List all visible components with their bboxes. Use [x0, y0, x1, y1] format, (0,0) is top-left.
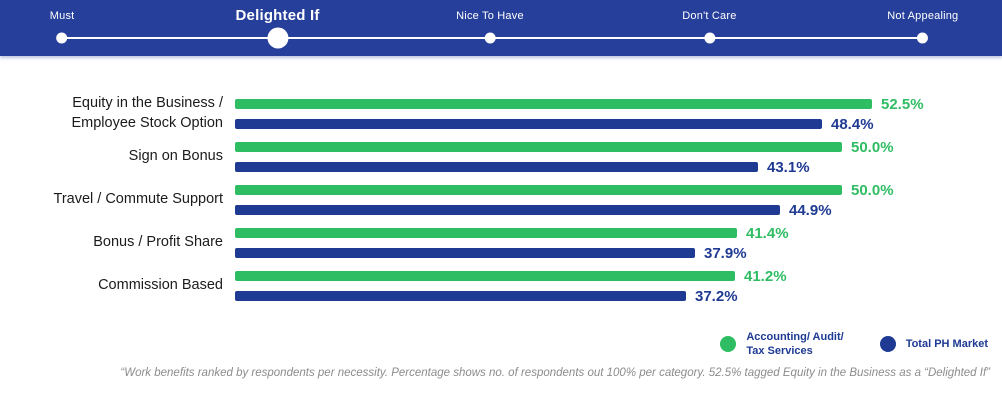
bar-total-ph — [235, 205, 780, 215]
bar-accounting — [235, 228, 737, 238]
stepper-dot — [267, 27, 289, 49]
bar-value-label: 50.0% — [851, 181, 894, 199]
chart-row: Bonus / Profit Share 41.4% 37.9% — [0, 224, 1002, 262]
stepper-dot — [56, 32, 68, 44]
bar-accounting — [235, 99, 872, 109]
legend-label: Total PH Market — [905, 338, 988, 351]
category-label-line: Travel / Commute Support — [53, 191, 224, 208]
row-bars: 52.5% 48.4% — [235, 95, 924, 133]
category-label-line: Equity in the Business / — [72, 95, 223, 112]
bar-accounting — [235, 142, 842, 152]
stepper-item-must[interactable]: Must — [50, 0, 75, 56]
stepper-dot — [917, 32, 929, 44]
bar-line: 43.1% — [235, 158, 894, 176]
category-label: Travel / Commute Support — [0, 185, 235, 215]
legend-label: Accounting/ Audit/Tax Services — [746, 331, 844, 358]
bar-line: 48.4% — [235, 115, 924, 133]
bar-line: 41.2% — [235, 267, 787, 285]
row-bars: 41.4% 37.9% — [235, 224, 789, 262]
bar-line: 41.4% — [235, 224, 789, 242]
bar-line: 37.2% — [235, 287, 787, 305]
bar-value-label: 41.2% — [744, 267, 787, 285]
row-bars: 50.0% 44.9% — [235, 181, 894, 219]
benefits-bar-chart: Equity in the Business / Employee Stock O… — [0, 56, 1002, 305]
bar-line: 37.9% — [235, 244, 789, 262]
bar-value-label: 44.9% — [789, 201, 832, 219]
bar-line: 50.0% — [235, 181, 894, 199]
stepper-item-nice-to-have[interactable]: Nice To Have — [456, 0, 524, 56]
necessity-stepper-header: Must Delighted If Nice To Have Don't Care No… — [0, 0, 1002, 56]
bar-total-ph — [235, 119, 822, 129]
bar-value-label: 41.4% — [746, 224, 789, 242]
bar-line: 52.5% — [235, 95, 924, 113]
legend-item: Total PH Market — [879, 336, 988, 353]
category-label-line: Bonus / Profit Share — [93, 234, 223, 251]
bar-line: 44.9% — [235, 201, 894, 219]
legend-swatch-icon — [879, 336, 896, 353]
bar-total-ph — [235, 248, 695, 258]
stepper-dot — [703, 32, 715, 44]
chart-row: Sign on Bonus 50.0% 43.1% — [0, 138, 1002, 176]
bar-line: 50.0% — [235, 138, 894, 156]
category-label-line: Commission Based — [98, 277, 223, 294]
footnote-text: “Work benefits ranked by respondents per… — [120, 367, 990, 379]
stepper-item-label: Nice To Have — [456, 10, 524, 22]
category-label: Bonus / Profit Share — [0, 228, 235, 258]
stepper-item-label: Not Appealing — [887, 10, 959, 22]
category-label-line: Employee Stock Option — [71, 115, 223, 131]
category-label: Commission Based — [0, 271, 235, 301]
stepper-item-delighted-if[interactable]: Delighted If — [236, 0, 320, 56]
bar-value-label: 37.9% — [704, 244, 747, 262]
chart-row: Equity in the Business / Employee Stock O… — [0, 95, 1002, 133]
chart-row: Commission Based 41.2% 37.2% — [0, 267, 1002, 305]
row-bars: 50.0% 43.1% — [235, 138, 894, 176]
legend-swatch-icon — [720, 336, 737, 353]
legend-item: Accounting/ Audit/Tax Services — [720, 330, 844, 359]
bar-accounting — [235, 271, 735, 281]
bar-value-label: 37.2% — [695, 287, 738, 305]
bar-value-label: 52.5% — [881, 95, 924, 113]
stepper-item-label: Delighted If — [235, 7, 320, 24]
bar-value-label: 43.1% — [767, 158, 810, 176]
chart-legend: Accounting/ Audit/Tax Services Total PH M… — [720, 330, 988, 359]
chart-row: Travel / Commute Support 50.0% 44.9% — [0, 181, 1002, 219]
stepper-dot — [484, 32, 496, 44]
bar-value-label: 48.4% — [831, 115, 874, 133]
bar-accounting — [235, 185, 842, 195]
stepper-item-label: Don't Care — [682, 10, 737, 22]
category-label: Sign on Bonus — [0, 142, 235, 172]
category-label: Equity in the Business / Employee Stock O… — [0, 95, 235, 131]
bar-value-label: 50.0% — [851, 138, 894, 156]
category-label-line: Sign on Bonus — [128, 148, 223, 165]
row-bars: 41.2% 37.2% — [235, 267, 787, 305]
stepper-item-not-appealing[interactable]: Not Appealing — [887, 0, 958, 56]
bar-total-ph — [235, 162, 758, 172]
stepper-item-don-t-care[interactable]: Don't Care — [682, 0, 736, 56]
bar-total-ph — [235, 291, 686, 301]
stepper-item-label: Must — [49, 10, 75, 22]
